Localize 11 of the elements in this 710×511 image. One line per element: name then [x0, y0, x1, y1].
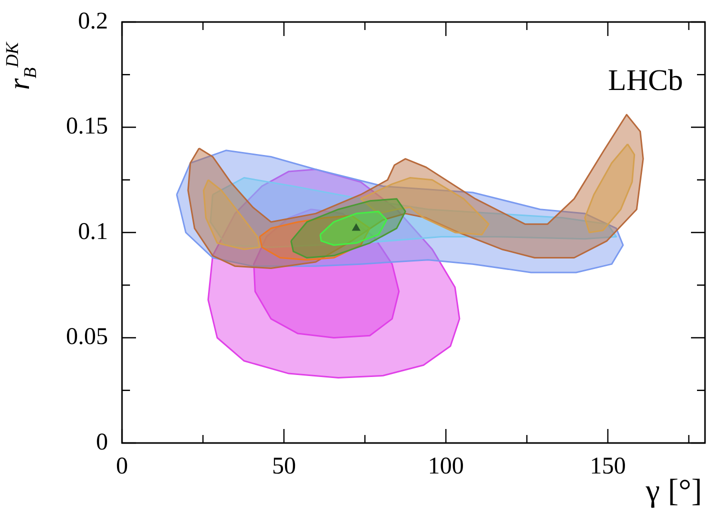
y-tick-label: 0.2	[78, 8, 108, 34]
y-tick-label: 0.1	[78, 218, 108, 245]
y-tick-label: 0.15	[66, 114, 108, 140]
y-tick-label: 0	[96, 429, 108, 456]
x-tick-label: 0	[116, 454, 128, 480]
x-axis-title: γ [°]	[646, 472, 702, 509]
x-tick-label: 150	[590, 454, 626, 480]
x-tick-label: 50	[272, 454, 296, 480]
x-tick-label: 100	[428, 454, 464, 480]
y-tick-label: 0.05	[66, 324, 108, 350]
annotation: LHCb	[608, 64, 683, 97]
